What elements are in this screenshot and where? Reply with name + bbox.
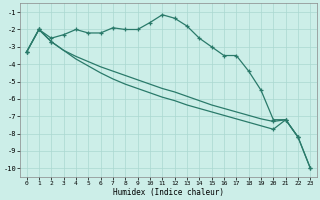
X-axis label: Humidex (Indice chaleur): Humidex (Indice chaleur) — [113, 188, 224, 197]
